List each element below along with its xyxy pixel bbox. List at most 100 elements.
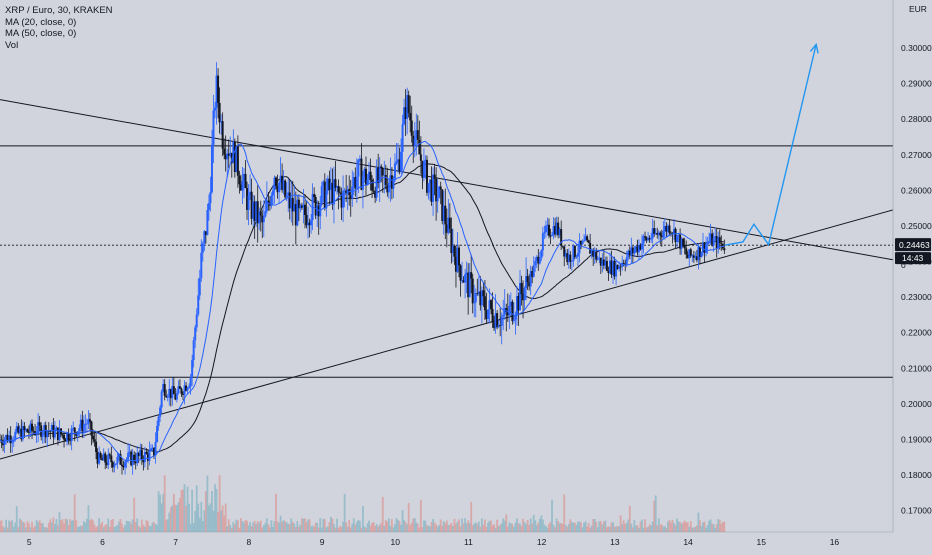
- candle-body: [619, 266, 622, 268]
- candle-body: [154, 442, 157, 456]
- price-axis[interactable]: 0.17000 0.18000 0.19000 0.20000 0.21000 0.220…: [892, 0, 932, 550]
- volume-bar: [490, 520, 492, 532]
- volume-bar: [98, 518, 101, 532]
- volume-bar: [246, 520, 248, 532]
- time-axis-background: [0, 532, 932, 550]
- candle: [454, 245, 457, 288]
- volume-bar: [44, 527, 47, 532]
- volume-bar: [105, 524, 108, 532]
- volume-bar: [404, 521, 407, 532]
- candle-body: [482, 290, 485, 297]
- volume-bar: [662, 526, 665, 532]
- volume-bar: [494, 527, 497, 532]
- candle: [557, 216, 560, 239]
- candle: [111, 460, 114, 473]
- volume-bar: [555, 518, 558, 532]
- candle-body: [305, 215, 308, 226]
- volume-bar: [102, 527, 105, 532]
- candle-body: [508, 305, 511, 316]
- candle-body: [29, 423, 32, 433]
- volume-bar: [110, 520, 113, 532]
- volume-bar: [29, 527, 32, 532]
- volume-bar: [570, 522, 573, 532]
- candle-body: [55, 427, 58, 430]
- candle: [605, 256, 608, 272]
- candle-body: [198, 277, 201, 296]
- volume-bar: [456, 521, 459, 532]
- candle-body: [189, 377, 192, 387]
- candle: [299, 203, 302, 213]
- candle-body: [483, 296, 486, 311]
- volume-bar: [720, 523, 723, 532]
- candle: [235, 146, 238, 173]
- volume-bar: [32, 527, 35, 532]
- candle-body: [706, 242, 709, 245]
- volume-bar: [40, 523, 43, 532]
- candle: [718, 229, 721, 250]
- volume-bar: [711, 523, 714, 532]
- candle-body: [538, 258, 541, 264]
- volume-bar: [636, 525, 639, 532]
- candle: [395, 142, 398, 166]
- candle: [82, 415, 85, 439]
- candle-body: [332, 179, 335, 205]
- candle-body: [99, 453, 102, 459]
- volume-bar: [578, 521, 581, 532]
- time-axis[interactable]: 5 6 7 8 9 10 11 12 13 14 15 16: [0, 531, 932, 550]
- candle-body: [386, 184, 389, 193]
- countdown-box: [895, 252, 931, 265]
- candle-body: [514, 315, 517, 320]
- candle: [706, 236, 709, 254]
- candle: [46, 429, 49, 448]
- volume-bar: [651, 521, 654, 532]
- candle-body: [636, 246, 639, 253]
- candle-body: [602, 259, 605, 266]
- volume-bar: [659, 524, 662, 532]
- volume-bar: [38, 520, 41, 532]
- volume-bar: [723, 521, 726, 532]
- volume-bar: [182, 489, 184, 532]
- candle: [555, 216, 558, 236]
- candle-body: [339, 192, 342, 194]
- candle-body: [363, 168, 366, 177]
- candle: [575, 254, 578, 259]
- candle-body: [529, 271, 532, 287]
- candle-body: [368, 171, 371, 180]
- volume-bar: [160, 503, 163, 532]
- candle: [363, 166, 366, 183]
- candle-body: [486, 309, 489, 319]
- candle-body: [252, 201, 255, 219]
- candle: [657, 229, 660, 240]
- candle-body: [535, 256, 538, 261]
- candle-body: [217, 75, 220, 103]
- candle: [288, 179, 291, 220]
- candle: [336, 185, 339, 195]
- candle: [502, 299, 505, 331]
- candle: [137, 451, 140, 464]
- candle-body: [468, 272, 471, 298]
- candle: [439, 181, 442, 205]
- volume-bar: [272, 526, 274, 532]
- volume-bar: [519, 523, 521, 532]
- candle: [307, 206, 310, 239]
- volume-bar: [319, 518, 322, 532]
- volume-bar: [127, 521, 129, 532]
- volume-bar: [79, 525, 82, 532]
- ma50-line: [0, 163, 725, 453]
- candle: [427, 183, 430, 200]
- candle: [172, 377, 175, 395]
- candle-body: [668, 225, 671, 233]
- price-tick-label: 0.28000: [901, 114, 932, 124]
- candle: [104, 451, 107, 470]
- volume-bar: [459, 526, 462, 532]
- volume-bar: [34, 525, 36, 532]
- candle-body: [291, 198, 294, 212]
- candle: [645, 236, 648, 244]
- candle: [151, 444, 154, 452]
- candle-body: [685, 248, 688, 255]
- candle-body: [543, 232, 546, 234]
- volume-bar: [487, 522, 489, 532]
- candle-body: [343, 190, 346, 192]
